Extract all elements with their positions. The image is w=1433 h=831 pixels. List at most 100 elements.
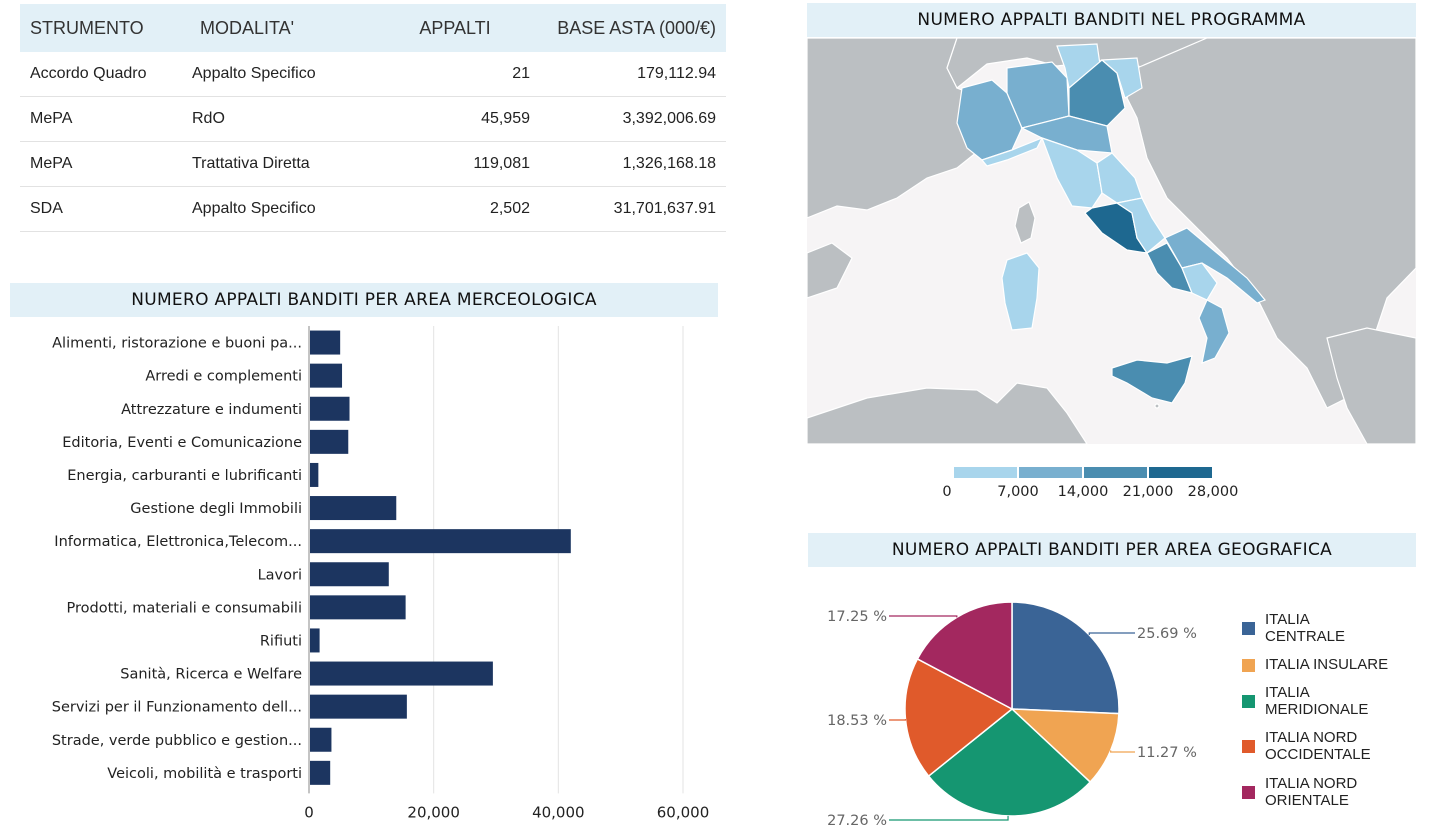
category-label: Energia, carburanti e lubrificanti (67, 468, 302, 484)
pie-slice[interactable] (1010, 708, 1120, 784)
bar[interactable] (310, 462, 319, 487)
table-row: SDA Appalto Specifico 2,502 31,701,637.9… (20, 186, 726, 232)
legend-label: ITALIA NORD OCCIDENTALE (1265, 729, 1371, 763)
malta (1154, 403, 1160, 409)
bar[interactable] (310, 562, 389, 587)
region-toscana[interactable] (1040, 137, 1103, 209)
x-tick-label: 0 (304, 803, 314, 821)
legend-swatch (1242, 786, 1255, 799)
procurement-table: STRUMENTO MODALITA' APPALTI BASE ASTA (0… (20, 4, 726, 232)
column-header[interactable]: APPALTI (370, 4, 540, 52)
table-cell: MePA (20, 141, 182, 187)
table-cell: 21 (370, 52, 540, 97)
legend-label: ITALIA MERIDIONALE (1265, 684, 1369, 718)
legend-swatch (1242, 695, 1255, 708)
pie-leader-line (889, 719, 907, 721)
legend-label: 7,000 (997, 484, 1039, 500)
table-header-row: STRUMENTO MODALITA' APPALTI BASE ASTA (0… (20, 4, 726, 52)
table-cell: Appalto Specifico (182, 52, 370, 97)
table-cell: Appalto Specifico (182, 186, 370, 232)
legend-label: ITALIA INSULARE (1265, 656, 1389, 673)
bar[interactable] (310, 595, 406, 620)
pie-leader-line (1088, 632, 1135, 635)
region-friuli[interactable] (1100, 57, 1143, 99)
pie-leader-line (889, 815, 1009, 821)
italy-choropleth-map[interactable] (807, 38, 1416, 444)
column-header[interactable]: STRUMENTO (20, 4, 182, 52)
category-label: Alimenti, ristorazione e buoni pa... (52, 336, 302, 352)
neighbor-countries (807, 38, 1416, 444)
table-cell: SDA (20, 186, 182, 232)
legend-swatch (1242, 622, 1255, 635)
map-title: NUMERO APPALTI BANDITI NEL PROGRAMMA (807, 3, 1416, 37)
table-row: MePA Trattativa Diretta 119,081 1,326,16… (20, 141, 726, 187)
pie-leader-line (1110, 750, 1135, 753)
table-cell: RdO (182, 96, 370, 142)
region-sicilia[interactable] (1111, 355, 1193, 404)
legend-label: 28,000 (1188, 484, 1239, 500)
pie-value-label: 25.69 % (1137, 626, 1197, 642)
legend-label: ITALIA CENTRALE (1265, 611, 1346, 645)
corsica (1014, 201, 1036, 244)
legend-label: 14,000 (1058, 484, 1109, 500)
region-marche-umbria[interactable] (1096, 152, 1143, 204)
legend-label: 0 (942, 484, 951, 500)
bar[interactable] (310, 496, 397, 521)
pie-value-label: 18.53 % (827, 713, 887, 729)
balkans (1126, 38, 1416, 409)
table-cell: 119,081 (370, 141, 540, 187)
region-basilicata[interactable] (1181, 262, 1218, 301)
pie-chart: 25.69 % 11.27 % 27.26 % 18.53 % 17.25 % (827, 601, 1197, 829)
x-tick-label: 60,000 (657, 803, 710, 821)
pie-leader-line (889, 615, 958, 618)
region-abruzzo[interactable] (1115, 197, 1166, 254)
italy-regions (956, 43, 1266, 404)
pie-value-label: 27.26 % (827, 813, 887, 829)
category-label: Prodotti, materiali e consumabili (67, 600, 302, 616)
column-header[interactable]: BASE ASTA (000/€) (540, 4, 726, 52)
legend-swatch (1149, 467, 1212, 478)
bar-chart: 0 20,000 40,000 60,000 Alimenti, ristorazion… (52, 326, 710, 821)
pie-slice[interactable] (927, 708, 1092, 817)
category-label: Arredi e complementi (145, 369, 302, 385)
region-sardegna[interactable] (1001, 252, 1040, 331)
pie-chart-title: NUMERO APPALTI BANDITI PER AREA GEOGRAFI… (808, 533, 1416, 567)
legend-swatch (1084, 467, 1147, 478)
bar[interactable] (310, 330, 341, 355)
category-label: Rifiuti (260, 633, 302, 649)
column-header[interactable]: MODALITA' (182, 4, 370, 52)
greece (1326, 327, 1416, 444)
bar[interactable] (310, 628, 320, 653)
category-label: Strade, verde pubblico e gestion... (52, 733, 302, 749)
map-canvas (807, 38, 1416, 444)
bar[interactable] (310, 694, 407, 719)
category-label: Veicoli, mobilità e trasporti (107, 766, 302, 782)
legend-label: ITALIA NORD ORIENTALE (1265, 775, 1358, 809)
table-cell: 2,502 (370, 186, 540, 232)
table-cell: 31,701,637.91 (540, 186, 726, 232)
legend-swatch (1242, 740, 1255, 753)
bar[interactable] (310, 661, 493, 686)
bar[interactable] (310, 363, 343, 388)
pie-slice[interactable] (904, 657, 1014, 778)
pie-slice[interactable] (1011, 601, 1120, 715)
region-liguria[interactable] (980, 136, 1044, 167)
table-row: Accordo Quadro Appalto Specifico 21 179,… (20, 52, 726, 97)
category-label: Lavori (258, 567, 302, 583)
bar[interactable] (310, 396, 350, 421)
spain-coast (807, 242, 853, 299)
region-calabria[interactable] (1198, 299, 1230, 364)
bar[interactable] (310, 727, 332, 752)
table-cell: Trattativa Diretta (182, 141, 370, 187)
x-tick-label: 20,000 (407, 803, 460, 821)
table-cell: 1,326,168.18 (540, 141, 726, 187)
bar[interactable] (310, 529, 571, 554)
bar[interactable] (310, 429, 349, 454)
category-label: Sanità, Ricerca e Welfare (120, 667, 302, 683)
x-tick-label: 40,000 (532, 803, 585, 821)
category-label: Informatica, Elettronica,Telecom... (54, 534, 302, 550)
pie-value-label: 17.25 % (827, 609, 887, 625)
bar[interactable] (310, 760, 331, 785)
category-label: Editoria, Eventi e Comunicazione (62, 435, 302, 451)
table-cell: 45,959 (370, 96, 540, 142)
